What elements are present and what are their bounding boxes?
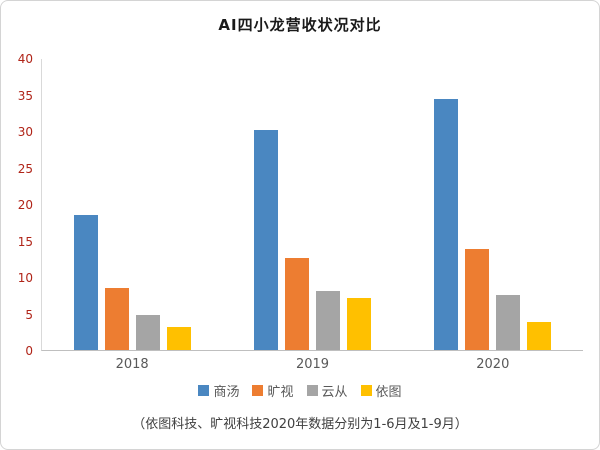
bar-云从-2018: [135, 315, 160, 350]
y-tick-label: 35: [17, 88, 33, 103]
legend-swatch: [306, 385, 318, 396]
y-tick-label: 30: [17, 125, 33, 139]
bar-商汤-2020: [434, 99, 459, 350]
legend-swatch: [252, 385, 264, 396]
x-axis-label: 2019: [295, 357, 330, 372]
legend-item-云从: 云从: [306, 381, 348, 400]
bar-group: 2018: [42, 59, 222, 372]
y-tick-label: 20: [17, 198, 33, 212]
bar-旷视-2019: [284, 257, 309, 350]
legend-item-依图: 依图: [360, 381, 402, 400]
legend-swatch: [198, 385, 210, 396]
bar-group: 2020: [403, 59, 583, 372]
legend-label: 商汤: [213, 385, 240, 400]
legend-label: 云从: [321, 385, 348, 400]
y-tick-label: 10: [17, 271, 33, 285]
bar-依图-2020: [527, 322, 552, 350]
bar-依图-2019: [346, 297, 371, 350]
chart-title: AI四小龙营收状况对比: [218, 16, 382, 34]
x-axis-label: 2018: [115, 357, 149, 372]
bar-group: 2019: [222, 59, 402, 372]
bar-商汤-2018: [73, 215, 98, 350]
legend: 商汤 旷视 云从 依图: [1, 381, 599, 400]
x-axis-label: 2020: [476, 357, 510, 372]
legend-label: 依图: [375, 385, 402, 400]
bar-云从-2020: [496, 294, 521, 350]
legend-swatch: [360, 385, 372, 396]
y-tick-label: 40: [17, 52, 33, 66]
bar-云从-2019: [315, 291, 340, 350]
y-tick-label: 15: [17, 234, 33, 249]
bar-旷视-2018: [104, 288, 129, 350]
chart-footnote: （依图科技、旷视科技2020年数据分别为1-6月及1-9月）: [132, 417, 468, 432]
y-tick-label: 5: [25, 307, 33, 322]
bar-旷视-2020: [465, 248, 490, 350]
legend-item-旷视: 旷视: [252, 381, 294, 400]
legend-label: 旷视: [267, 385, 294, 400]
bar-商汤-2019: [253, 129, 278, 350]
y-tick-label: 0: [25, 344, 33, 358]
legend-item-商汤: 商汤: [198, 381, 239, 400]
y-axis: 0 5 10 15 20 25 30 35 40: [7, 53, 37, 357]
plot-area: 2018 2019 2020: [41, 59, 583, 372]
y-tick-label: 25: [17, 161, 33, 176]
bar-依图-2018: [166, 327, 191, 350]
